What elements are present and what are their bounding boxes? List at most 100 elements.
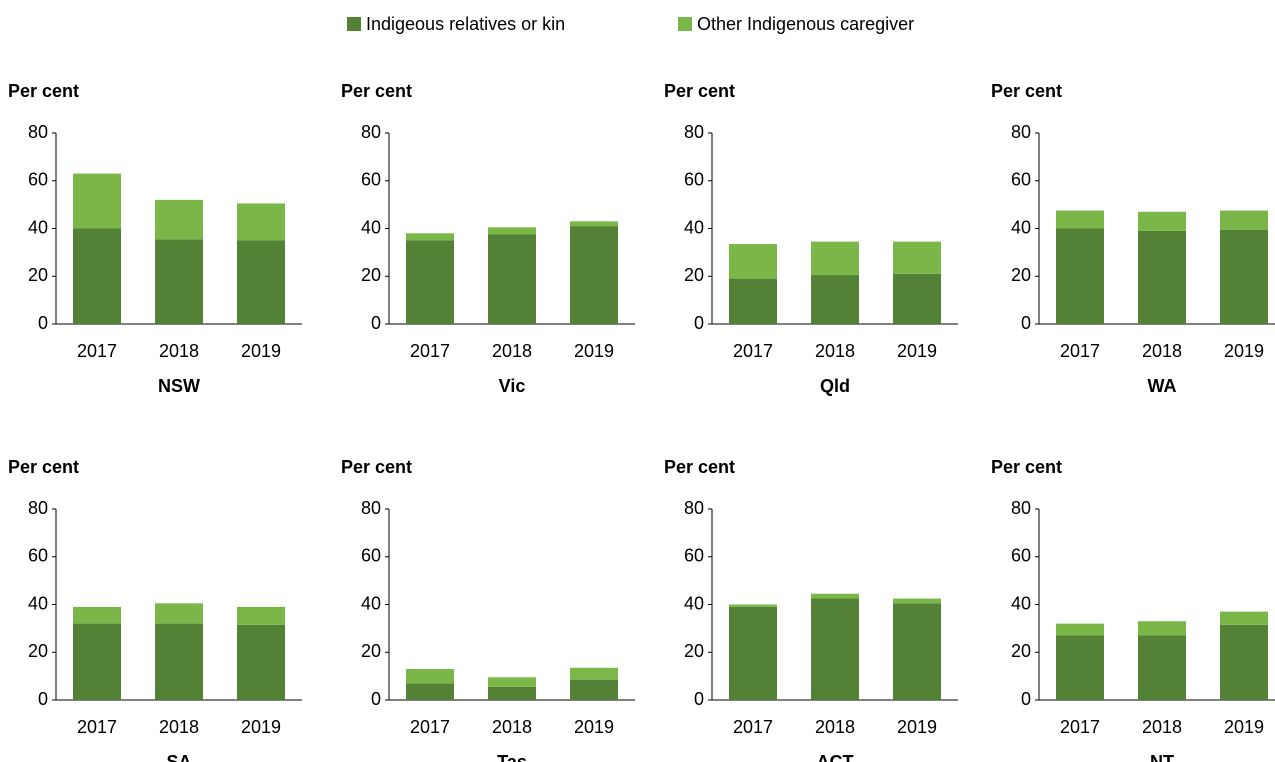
y-axis-title: Per cent bbox=[664, 457, 735, 477]
y-tick-label: 0 bbox=[371, 689, 381, 709]
y-tick-label: 20 bbox=[361, 641, 381, 661]
bar-segment bbox=[811, 593, 859, 599]
bar-segment bbox=[1056, 210, 1104, 229]
panel-title: Tas bbox=[497, 752, 527, 762]
y-tick-label: 40 bbox=[361, 593, 381, 613]
panel-title: Qld bbox=[820, 376, 850, 396]
y-tick-label: 0 bbox=[1021, 689, 1031, 709]
y-tick-label: 20 bbox=[361, 265, 381, 285]
bar-segment bbox=[893, 241, 941, 274]
y-tick-label: 0 bbox=[38, 313, 48, 333]
bar-segment bbox=[893, 603, 941, 700]
y-tick-label: 20 bbox=[684, 265, 704, 285]
bar-segment bbox=[155, 603, 203, 624]
bar-segment bbox=[237, 624, 285, 700]
bar-segment bbox=[1056, 623, 1104, 636]
y-tick-label: 20 bbox=[28, 641, 48, 661]
y-tick-label: 40 bbox=[684, 593, 704, 613]
bar-segment bbox=[1056, 635, 1104, 700]
panel-title: NSW bbox=[158, 376, 200, 396]
x-tick-label: 2017 bbox=[733, 717, 773, 737]
y-tick-label: 80 bbox=[361, 122, 381, 142]
bar-segment bbox=[237, 203, 285, 241]
x-tick-label: 2018 bbox=[159, 717, 199, 737]
bar-segment bbox=[729, 604, 777, 607]
y-tick-label: 80 bbox=[28, 498, 48, 518]
y-tick-label: 0 bbox=[694, 689, 704, 709]
y-tick-label: 60 bbox=[684, 546, 704, 566]
x-tick-label: 2019 bbox=[1224, 341, 1264, 361]
x-tick-label: 2018 bbox=[492, 341, 532, 361]
bar-segment bbox=[1138, 621, 1186, 636]
y-axis-title: Per cent bbox=[341, 81, 412, 101]
y-axis-title: Per cent bbox=[991, 457, 1062, 477]
y-tick-label: 40 bbox=[1011, 217, 1031, 237]
y-tick-label: 40 bbox=[361, 217, 381, 237]
bar-segment bbox=[729, 606, 777, 700]
y-tick-label: 60 bbox=[28, 546, 48, 566]
x-tick-label: 2017 bbox=[733, 341, 773, 361]
bar-segment bbox=[893, 598, 941, 604]
y-tick-label: 0 bbox=[694, 313, 704, 333]
y-tick-label: 40 bbox=[28, 593, 48, 613]
bar-segment bbox=[1220, 229, 1268, 324]
bar-segment bbox=[811, 598, 859, 700]
bar-segment bbox=[406, 683, 454, 700]
bar-segment bbox=[155, 239, 203, 324]
y-tick-label: 40 bbox=[28, 217, 48, 237]
legend-label: Indigeous relatives or kin bbox=[366, 14, 565, 34]
bar-segment bbox=[729, 278, 777, 324]
bar-segment bbox=[73, 623, 121, 700]
y-tick-label: 60 bbox=[684, 170, 704, 190]
x-tick-label: 2019 bbox=[897, 341, 937, 361]
bar-segment bbox=[570, 226, 618, 324]
bar-segment bbox=[237, 240, 285, 324]
panel-title: ACT bbox=[817, 752, 854, 762]
x-tick-label: 2019 bbox=[897, 717, 937, 737]
y-tick-label: 60 bbox=[1011, 170, 1031, 190]
y-axis-title: Per cent bbox=[664, 81, 735, 101]
x-tick-label: 2019 bbox=[574, 341, 614, 361]
y-tick-label: 60 bbox=[361, 170, 381, 190]
bar-segment bbox=[488, 234, 536, 324]
y-tick-label: 40 bbox=[684, 217, 704, 237]
y-tick-label: 60 bbox=[361, 546, 381, 566]
x-tick-label: 2017 bbox=[1060, 717, 1100, 737]
panel-title: NT bbox=[1150, 752, 1174, 762]
bar-segment bbox=[406, 240, 454, 324]
panel-title: Vic bbox=[499, 376, 526, 396]
y-axis-title: Per cent bbox=[341, 457, 412, 477]
y-tick-label: 20 bbox=[1011, 641, 1031, 661]
x-tick-label: 2019 bbox=[241, 717, 281, 737]
y-axis-title: Per cent bbox=[991, 81, 1062, 101]
y-tick-label: 80 bbox=[1011, 122, 1031, 142]
y-tick-label: 80 bbox=[684, 122, 704, 142]
y-tick-label: 60 bbox=[1011, 546, 1031, 566]
y-tick-label: 80 bbox=[684, 498, 704, 518]
x-tick-label: 2019 bbox=[241, 341, 281, 361]
bar-segment bbox=[893, 273, 941, 324]
bar-segment bbox=[155, 623, 203, 700]
x-tick-label: 2019 bbox=[1224, 717, 1264, 737]
bar-segment bbox=[406, 668, 454, 684]
bar-segment bbox=[1138, 230, 1186, 324]
bar-segment bbox=[729, 244, 777, 279]
x-tick-label: 2017 bbox=[410, 717, 450, 737]
panel-title: WA bbox=[1148, 376, 1177, 396]
y-tick-label: 20 bbox=[684, 641, 704, 661]
y-axis-title: Per cent bbox=[8, 457, 79, 477]
bar-segment bbox=[811, 275, 859, 324]
bar-segment bbox=[73, 173, 121, 229]
bar-segment bbox=[1056, 228, 1104, 324]
bar-segment bbox=[570, 667, 618, 680]
bar-segment bbox=[73, 228, 121, 324]
bar-segment bbox=[1220, 611, 1268, 625]
bar-segment bbox=[1138, 635, 1186, 700]
bar-segment bbox=[488, 686, 536, 700]
bar-segment bbox=[488, 227, 536, 235]
x-tick-label: 2017 bbox=[77, 717, 117, 737]
y-tick-label: 0 bbox=[1021, 313, 1031, 333]
x-tick-label: 2019 bbox=[574, 717, 614, 737]
x-tick-label: 2017 bbox=[410, 341, 450, 361]
